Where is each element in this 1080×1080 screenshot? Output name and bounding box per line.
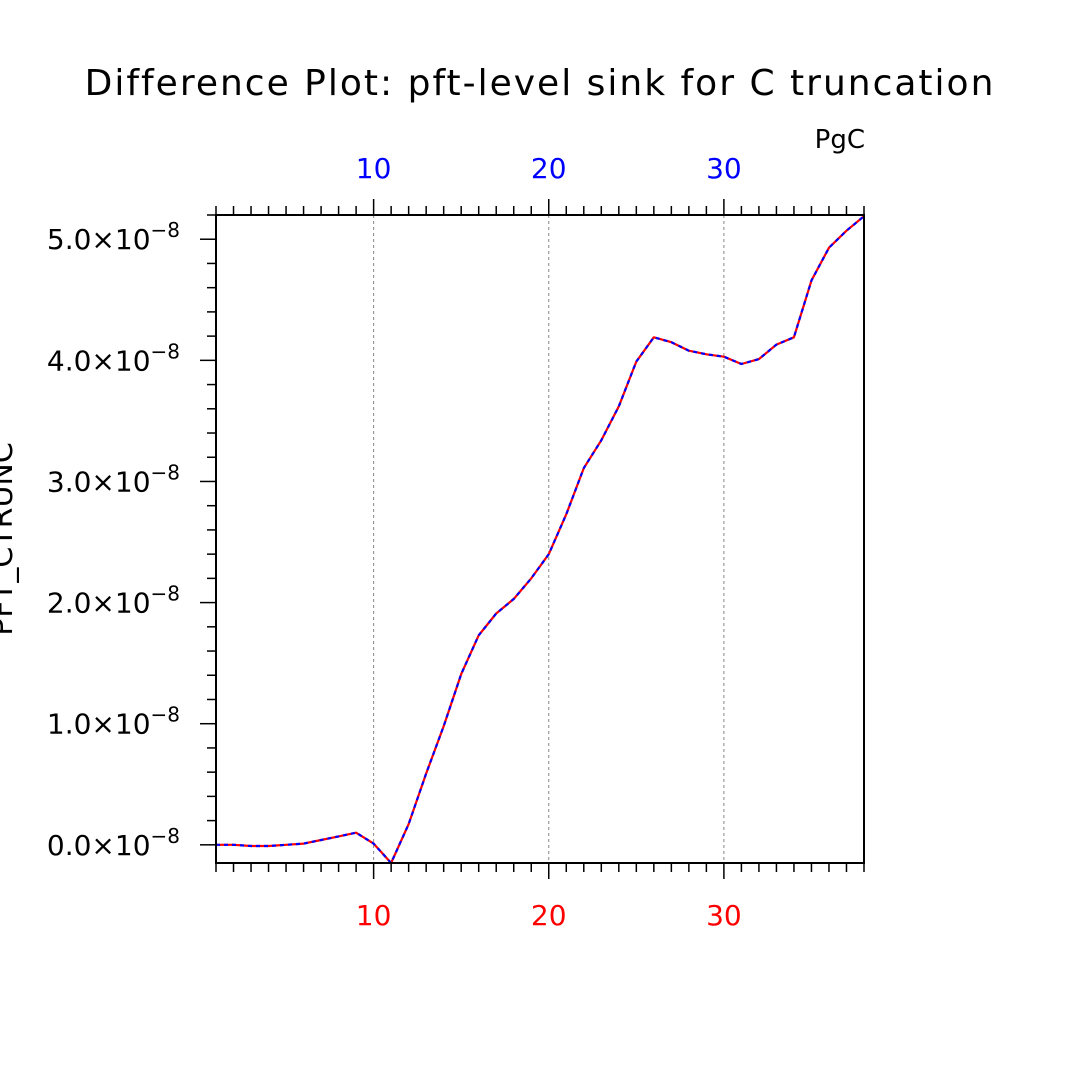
chart-title: Difference Plot: pft-level sink for C tr… [85, 63, 996, 104]
y-tick-label: 0.0×10−8 [47, 824, 180, 862]
x-tick-label-top: 20 [531, 152, 567, 185]
series-line-2 [216, 215, 865, 865]
y-axis-label: PFT_CTRUNC [0, 442, 20, 636]
y-tick-label: 4.0×10−8 [47, 339, 180, 377]
series-line-1 [216, 215, 865, 865]
y-tick-label: 1.0×10−8 [47, 703, 180, 741]
tick-layer [200, 199, 865, 879]
y-tick-label: 5.0×10−8 [47, 218, 180, 256]
x-tick-label-top: 30 [706, 152, 742, 185]
x-tick-label-bottom: 30 [706, 899, 742, 932]
x-tick-label-top: 10 [356, 152, 392, 185]
grid-layer [373, 215, 725, 863]
y-axis-label-group: PFT_CTRUNC [0, 442, 20, 636]
x-tick-label-bottom: 20 [531, 899, 567, 932]
x-tick-label-bottom: 10 [356, 899, 392, 932]
series-layer [216, 215, 865, 865]
tick-label-layer: 10 10 20 20 30 30 0.0×10−8 1.0×10−8 2.0×10−8 3.0×… [47, 152, 742, 932]
units-label: PgC [815, 125, 865, 155]
y-tick-label: 2.0×10−8 [47, 582, 180, 620]
plot-frame [215, 214, 865, 864]
y-tick-label: 3.0×10−8 [47, 460, 180, 498]
